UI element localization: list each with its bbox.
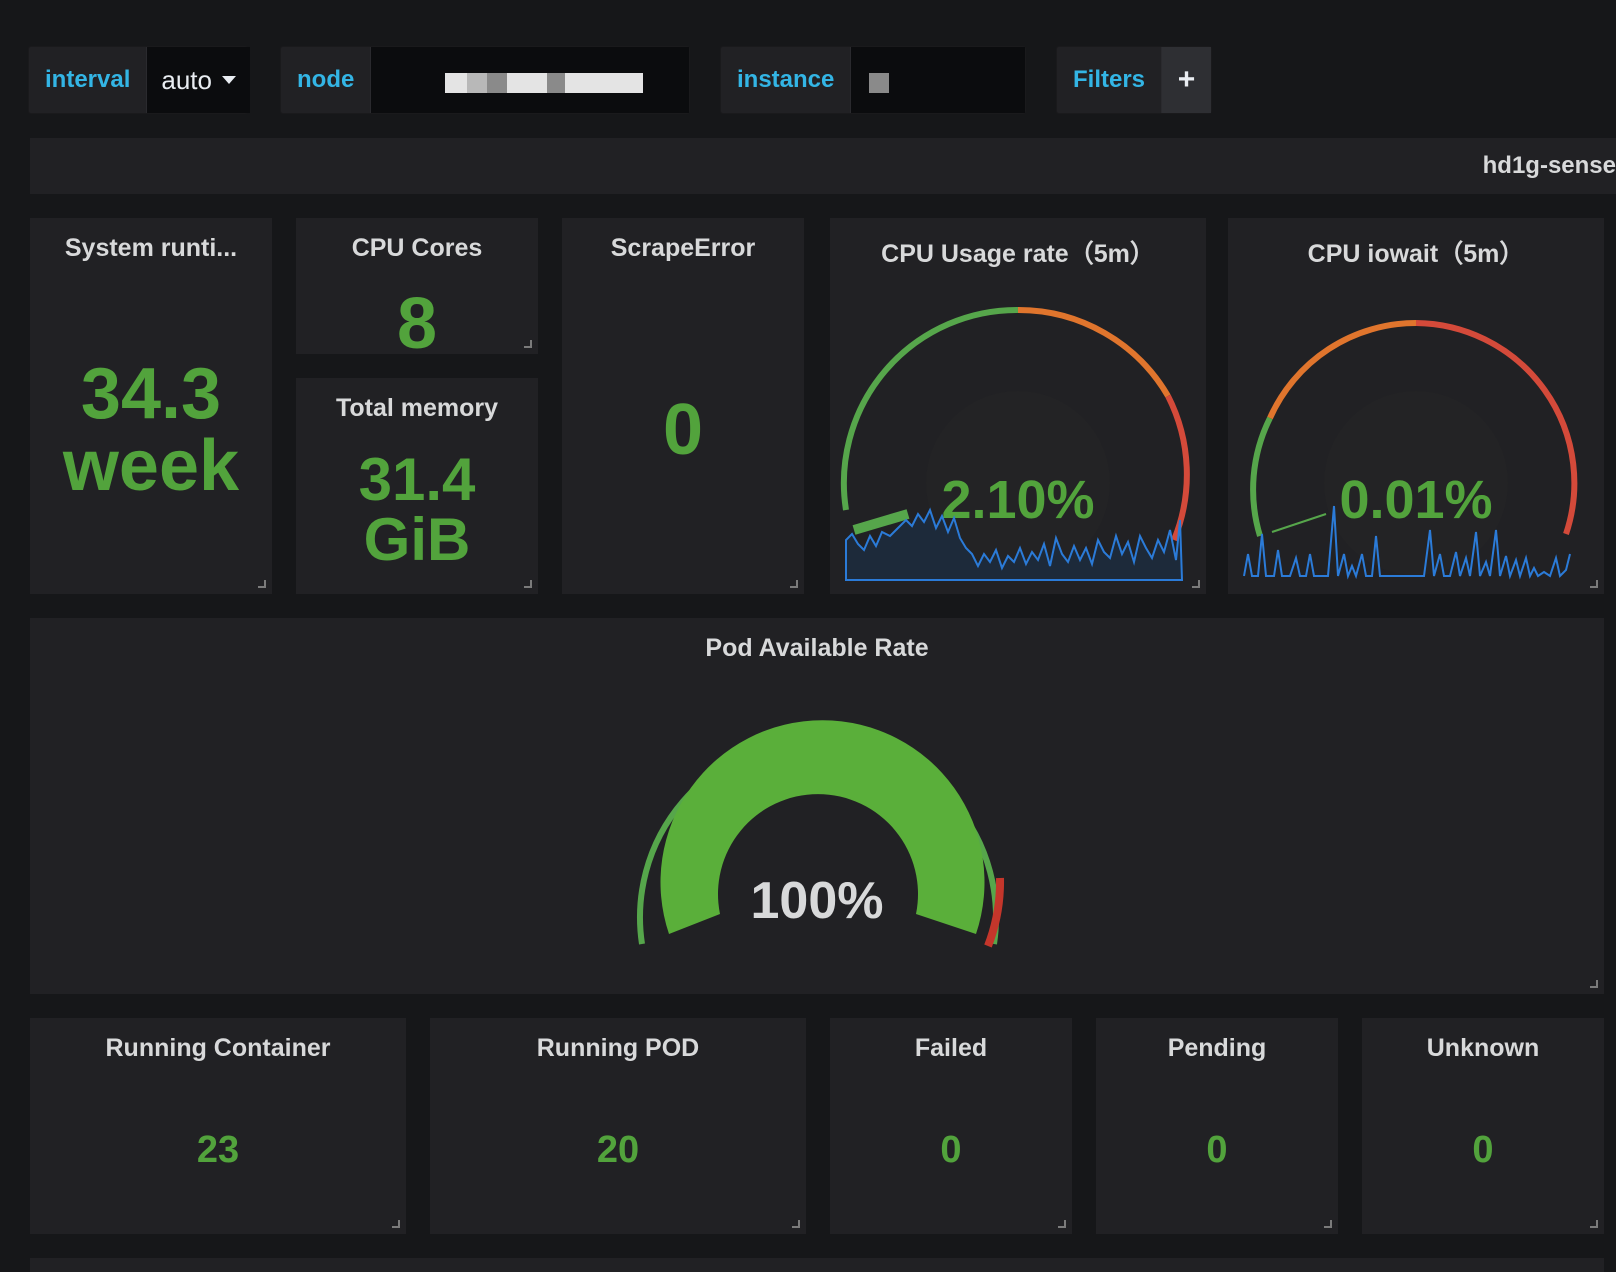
chevron-down-icon <box>221 76 236 84</box>
gauge-inner-disc <box>926 391 1110 575</box>
cpu-usage-gauge: 2.10% <box>840 306 1190 581</box>
panel-system-runtime: System runti... 34.3 week <box>30 218 272 594</box>
resize-handle[interactable] <box>524 580 532 588</box>
stat-value: 0 <box>1206 1129 1228 1171</box>
panel-title: Failed <box>914 1034 988 1062</box>
panel-cpu-cores: CPU Cores 8 <box>296 218 538 360</box>
interval-label: interval <box>45 66 131 93</box>
panel-total-memory: Total memory 31.4 GiB <box>296 378 538 594</box>
panel-cpu-iowait: CPU iowait（5m） 0.01% <box>1228 218 1604 594</box>
stat-value: 23 <box>196 1129 240 1171</box>
panel-title: CPU Cores <box>351 234 483 262</box>
panel-title: Total memory <box>335 394 499 422</box>
node-variable: node <box>280 46 690 114</box>
next-row-panel <box>30 1258 1604 1272</box>
stat-unit: week <box>62 426 240 506</box>
row-title: hd1g-sense <box>1482 152 1616 179</box>
add-filter-button[interactable]: + <box>1161 47 1211 113</box>
gauge-threshold-orange <box>1267 320 1417 420</box>
redaction-block <box>487 73 508 93</box>
gauge-value: 100% <box>751 872 884 930</box>
stat-value: 20 <box>596 1129 640 1171</box>
gauge-value: 0.01% <box>1339 470 1492 530</box>
panel-title: Pending <box>1167 1034 1267 1062</box>
cpu-iowait-gauge: 0.01% <box>1243 320 1578 580</box>
resize-handle[interactable] <box>1324 1220 1332 1228</box>
resize-handle[interactable] <box>1590 1220 1598 1228</box>
redaction-block <box>467 73 488 93</box>
dashboard-row-header[interactable]: hd1g-sense <box>30 138 1616 194</box>
panel-title: System runti... <box>64 234 238 262</box>
panel-title: Running POD <box>536 1034 700 1062</box>
panel-cpu-usage: CPU Usage rate（5m） 2.10% <box>830 218 1206 594</box>
panel-title: Unknown <box>1426 1034 1540 1062</box>
panel-title: ScrapeError <box>610 234 756 262</box>
gauge-threshold-red <box>984 877 1005 948</box>
stat-unit: GiB <box>363 506 471 573</box>
resize-handle[interactable] <box>1590 580 1598 588</box>
panel-running-pod: Running POD 20 <box>430 1018 806 1234</box>
panel-pending: Pending 0 <box>1096 1018 1338 1234</box>
redaction-block <box>547 73 566 93</box>
gauge-threshold-red <box>1165 394 1190 542</box>
interval-value: auto <box>161 64 212 95</box>
plus-icon: + <box>1177 63 1196 96</box>
interval-variable: interval auto <box>28 46 250 114</box>
gauge-value-fill <box>660 720 985 934</box>
resize-handle[interactable] <box>524 340 532 348</box>
panel-scrape-error: ScrapeError 0 <box>562 218 804 594</box>
stat-value: 31.4 <box>358 446 476 513</box>
panel-failed: Failed 0 <box>830 1018 1072 1234</box>
cpu-iowait-sparkline <box>1243 505 1571 580</box>
filters-control: Filters + <box>1056 46 1212 114</box>
gauge-threshold-green <box>840 306 1019 511</box>
panel-title: Running Container <box>105 1034 331 1062</box>
stat-value: 0 <box>662 390 704 470</box>
gauge-value-bar <box>1271 513 1327 533</box>
interval-select[interactable]: auto <box>146 47 250 113</box>
gauge-value: 2.10% <box>941 470 1094 530</box>
resize-handle[interactable] <box>258 580 266 588</box>
gauge-threshold-red <box>1415 320 1578 535</box>
gauge-value-bar <box>852 509 910 535</box>
gauge-inner-disc <box>1324 391 1508 575</box>
stat-value: 0 <box>940 1129 962 1171</box>
node-select[interactable] <box>370 47 689 113</box>
instance-label: instance <box>737 66 835 93</box>
resize-handle[interactable] <box>392 1220 400 1228</box>
resize-handle[interactable] <box>792 1220 800 1228</box>
panel-unknown: Unknown 0 <box>1362 1018 1604 1234</box>
panel-pod-available-rate: Pod Available Rate 100% <box>30 618 1604 994</box>
node-label: node <box>297 66 355 93</box>
filters-label: Filters <box>1073 66 1146 93</box>
instance-variable: instance <box>720 46 1026 114</box>
stat-value: 0 <box>1472 1129 1494 1171</box>
stat-value: 8 <box>396 284 438 364</box>
resize-handle[interactable] <box>1192 580 1200 588</box>
gauge-threshold-green <box>1250 416 1273 537</box>
resize-handle[interactable] <box>1590 980 1598 988</box>
redaction-block <box>869 73 890 93</box>
gauge-threshold-orange <box>1017 306 1171 398</box>
resize-handle[interactable] <box>790 580 798 588</box>
stat-value: 34.3 <box>80 354 222 434</box>
pod-available-gauge: 100% <box>637 720 1005 948</box>
cpu-usage-sparkline <box>845 507 1184 581</box>
resize-handle[interactable] <box>1058 1220 1066 1228</box>
instance-select[interactable] <box>850 47 1025 113</box>
panel-running-container: Running Container 23 <box>30 1018 406 1234</box>
